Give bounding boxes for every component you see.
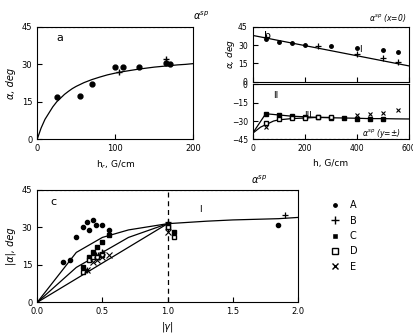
X-axis label: |γ|: |γ| <box>161 322 174 332</box>
Text: $\alpha^{sp}$ (x=0): $\alpha^{sp}$ (x=0) <box>368 12 406 25</box>
Text: III: III <box>304 112 312 121</box>
Text: I: I <box>359 45 361 53</box>
Text: c: c <box>50 197 56 207</box>
X-axis label: h, G/cm: h, G/cm <box>313 159 348 168</box>
Text: II: II <box>273 91 278 100</box>
Y-axis label: $\alpha$, deg: $\alpha$, deg <box>224 39 237 70</box>
X-axis label: h$_r$, G/cm: h$_r$, G/cm <box>95 159 135 171</box>
Text: I: I <box>199 205 202 214</box>
Text: $\alpha^{sp}$: $\alpha^{sp}$ <box>193 10 209 22</box>
Legend: A, B, C, D, E: A, B, C, D, E <box>325 201 357 272</box>
Text: b: b <box>263 31 271 41</box>
Text: a: a <box>56 34 63 43</box>
Text: $\alpha^{sp}$ (y=±): $\alpha^{sp}$ (y=±) <box>362 127 401 140</box>
Y-axis label: α, deg: α, deg <box>6 68 16 99</box>
Y-axis label: |α|, deg: |α|, deg <box>6 227 16 265</box>
Text: $\alpha^{sp}$: $\alpha^{sp}$ <box>251 174 268 186</box>
Text: II: II <box>100 250 105 259</box>
